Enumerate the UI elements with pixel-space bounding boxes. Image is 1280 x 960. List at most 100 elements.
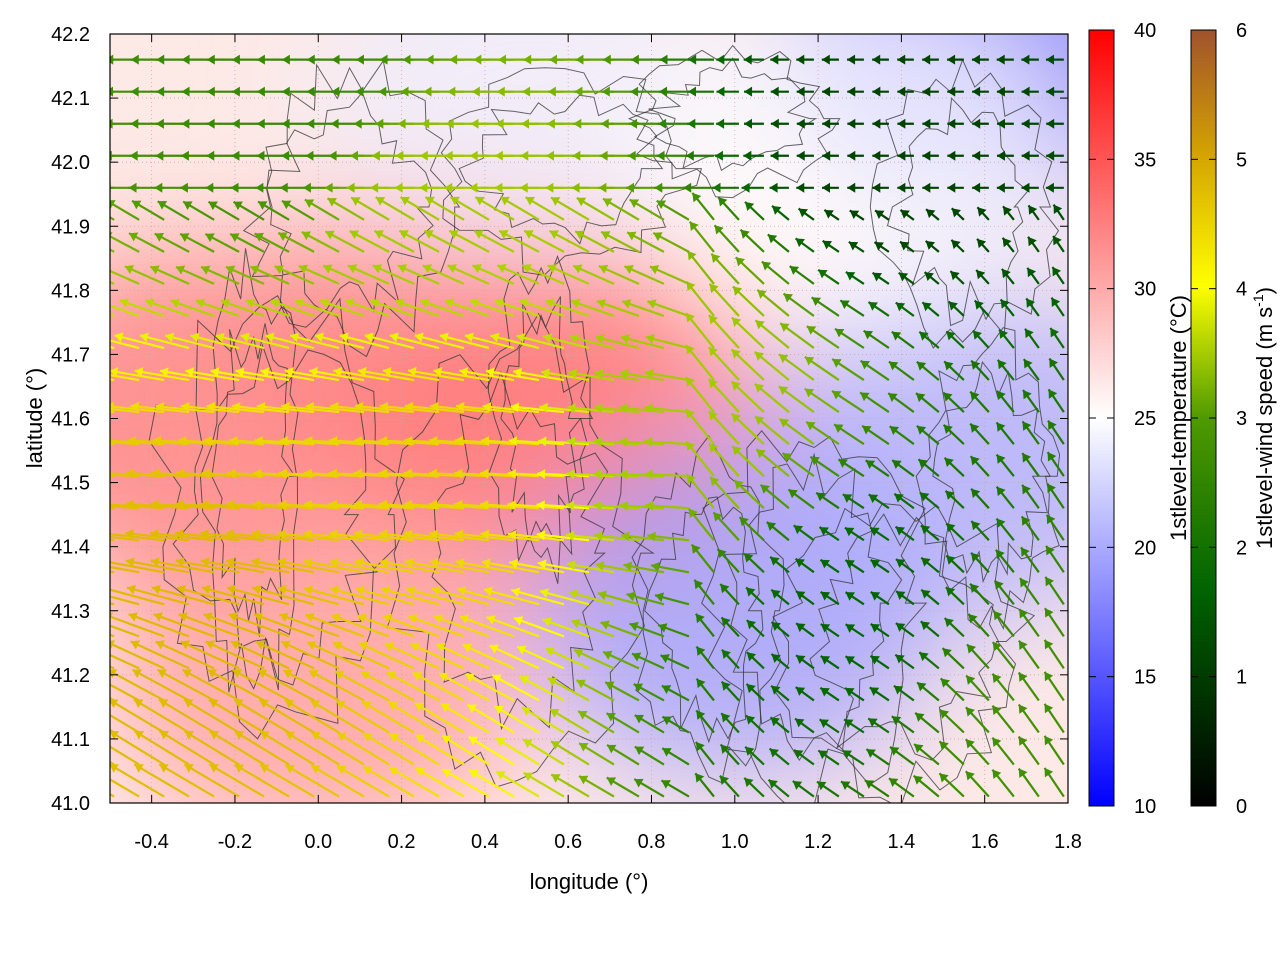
wind-arrow	[634, 745, 665, 766]
wind-arrow	[993, 579, 1015, 606]
wind-arrow	[480, 499, 540, 510]
wind-arrow	[414, 733, 465, 766]
y-tick-label: 41.2	[51, 665, 90, 687]
wind-arrow	[314, 332, 365, 350]
wind-arrow	[874, 209, 890, 221]
wind-arrow	[730, 348, 765, 381]
wind-arrow	[277, 231, 315, 253]
wind-arrow	[569, 333, 615, 350]
wind-arrow	[822, 239, 840, 253]
wind-arrow	[289, 332, 340, 350]
wind-arrow	[110, 763, 165, 798]
wind-arrow	[869, 686, 890, 702]
wind-arrow	[872, 118, 889, 129]
wind-arrow	[687, 508, 715, 541]
wind-arrow	[306, 640, 365, 670]
wind-arrow	[716, 548, 740, 574]
wind-arrow	[282, 669, 340, 702]
wind-arrow	[574, 230, 615, 253]
wind-arrow	[433, 614, 490, 638]
wind-arrow	[324, 230, 365, 253]
wind-colorbar-label-end: )	[1252, 287, 1277, 294]
wind-arrow	[688, 54, 714, 65]
wind-arrow	[1048, 357, 1065, 381]
wind-arrow	[110, 200, 140, 221]
wind-arrow	[720, 712, 740, 734]
colorbar-tick-label: 1	[1236, 667, 1247, 689]
wind-arrow	[996, 118, 1014, 129]
x-tick-label: 0.4	[471, 831, 499, 853]
wind-arrow	[778, 353, 815, 381]
wind-arrow	[766, 521, 790, 542]
wind-arrow	[234, 763, 290, 798]
wind-arrow	[489, 644, 540, 670]
wind-arrow	[861, 424, 890, 446]
wind-arrow	[975, 269, 990, 285]
wind-arrow	[633, 778, 665, 798]
wind-arrow	[720, 616, 740, 638]
wind-arrow	[308, 669, 365, 702]
wind-arrow	[284, 367, 340, 382]
wind-arrow	[110, 373, 140, 382]
wind-arrow	[225, 265, 265, 285]
wind-arrow	[154, 232, 190, 253]
wind-arrow	[964, 770, 990, 798]
wind-arrow	[229, 232, 265, 253]
wind-arrow	[889, 746, 915, 766]
wind-arrow	[1021, 86, 1039, 97]
wind-arrow	[817, 749, 840, 766]
wind-arrow	[991, 736, 1015, 766]
y-tick-label: 42.0	[51, 152, 90, 174]
wind-arrow	[781, 452, 815, 478]
y-axis: 41.0 41.1 41.2 41.3 41.4 41.5 41.6 41.7 41.8 41.9…	[51, 24, 1068, 815]
wind-arrow	[822, 86, 839, 97]
wind-arrow	[547, 677, 590, 702]
wind-arrow	[110, 441, 140, 446]
wind-arrow	[549, 708, 590, 734]
wind-arrow	[1047, 420, 1065, 445]
wind-arrow	[570, 298, 615, 318]
colorbar-tick-label: 25	[1134, 408, 1156, 430]
wind-arrow	[822, 118, 839, 129]
wind-arrow	[180, 640, 240, 670]
wind-arrow	[164, 332, 215, 350]
wind-arrow	[690, 543, 715, 573]
wind-arrow	[606, 744, 640, 766]
wind-arrow	[466, 703, 515, 734]
wind-arrow	[619, 469, 665, 480]
y-tick-label: 41.0	[51, 793, 90, 815]
wind-arrow	[659, 54, 689, 65]
wind-arrow	[949, 270, 965, 285]
wind-arrow	[431, 586, 490, 606]
wind-arrow	[837, 458, 865, 478]
wind-arrow	[919, 491, 940, 510]
wind-arrow	[232, 668, 290, 702]
wind-arrow	[394, 298, 440, 318]
wind-arrow	[654, 182, 689, 193]
wind-arrow	[183, 698, 240, 734]
wind-arrow	[235, 367, 290, 382]
wind-arrow	[429, 557, 490, 574]
wind-arrow	[782, 292, 815, 317]
wind-arrow	[891, 715, 915, 734]
wind-arrow	[495, 737, 540, 766]
wind-arrow	[598, 264, 640, 285]
wind-arrow	[596, 299, 640, 318]
wind-arrow	[373, 229, 415, 253]
wind-arrow	[330, 613, 390, 638]
wind-arrow	[743, 777, 765, 798]
wind-arrow	[756, 289, 790, 317]
wind-arrow	[733, 479, 765, 510]
wind-colorbar: 0 1 2 3 4 5 6 1stlevel-wind speed (m s-1)	[1190, 20, 1277, 818]
wind-arrow	[490, 332, 540, 350]
wind-arrow	[922, 86, 939, 97]
wind-arrow	[364, 332, 415, 350]
wind-arrow	[916, 360, 940, 381]
wind-arrow	[523, 771, 565, 798]
temperature-colorbar: 10 15 20 25 30 35 40 1stlevel-temperature (°C)	[1088, 20, 1191, 818]
wind-arrow	[233, 698, 290, 734]
wind-arrow	[629, 621, 665, 638]
x-tick-label: 1.0	[721, 831, 749, 853]
wind-arrow	[950, 239, 965, 253]
colorbar-tick-label: 2	[1236, 537, 1247, 559]
